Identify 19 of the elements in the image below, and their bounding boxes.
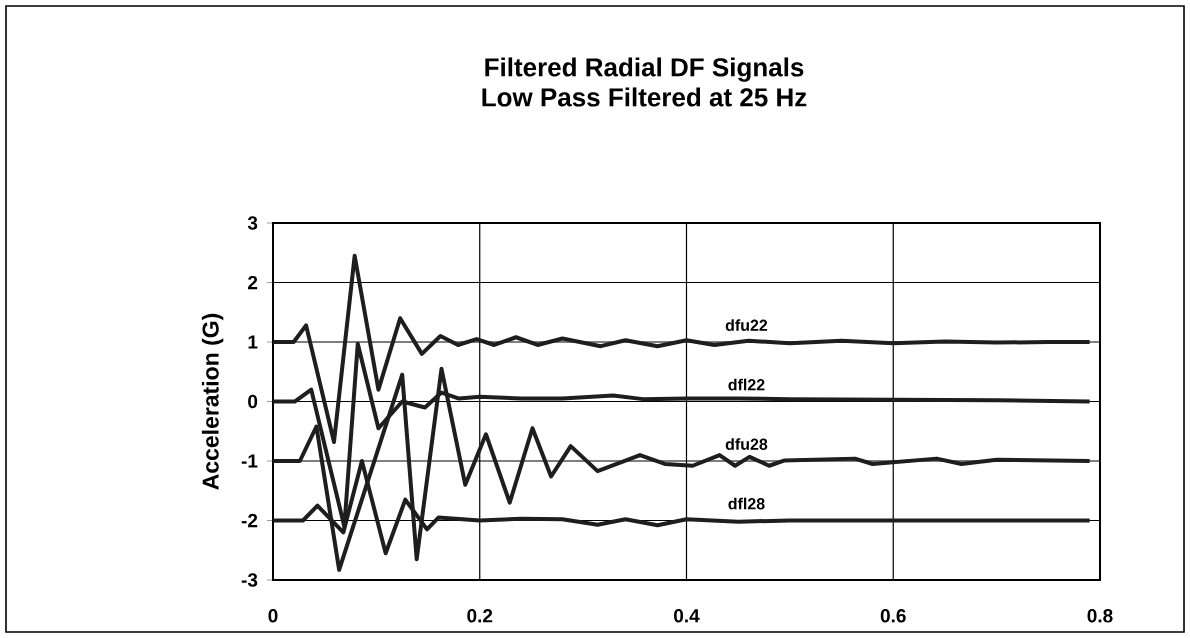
series-label: dfl22 (728, 378, 765, 391)
y-tick-label: -2 (241, 513, 258, 528)
y-tick-label: 0 (248, 394, 258, 409)
y-tick-label: 2 (248, 275, 258, 290)
y-axis-title: Acceleration (G) (201, 313, 224, 490)
x-tick-label: 0 (268, 609, 278, 623)
series-label: dfu28 (725, 438, 768, 450)
x-tick-label: 0.6 (880, 609, 906, 623)
x-tick-label: 0.8 (1087, 609, 1113, 623)
y-tick-label: 3 (247, 216, 258, 230)
y-tick-label: -1 (241, 454, 258, 468)
series-label: dfl28 (728, 497, 765, 510)
series-label: dfu22 (725, 319, 768, 331)
x-tick-label: 0.4 (674, 609, 700, 623)
chart-subtitle: Low Pass Filtered at 25 Hz (482, 87, 807, 107)
y-tick-label: 1 (248, 335, 258, 349)
x-tick-label: 0.2 (467, 609, 493, 623)
chart-title: Filtered Radial DF Signals (485, 57, 804, 82)
y-tick-label: -3 (241, 573, 258, 587)
